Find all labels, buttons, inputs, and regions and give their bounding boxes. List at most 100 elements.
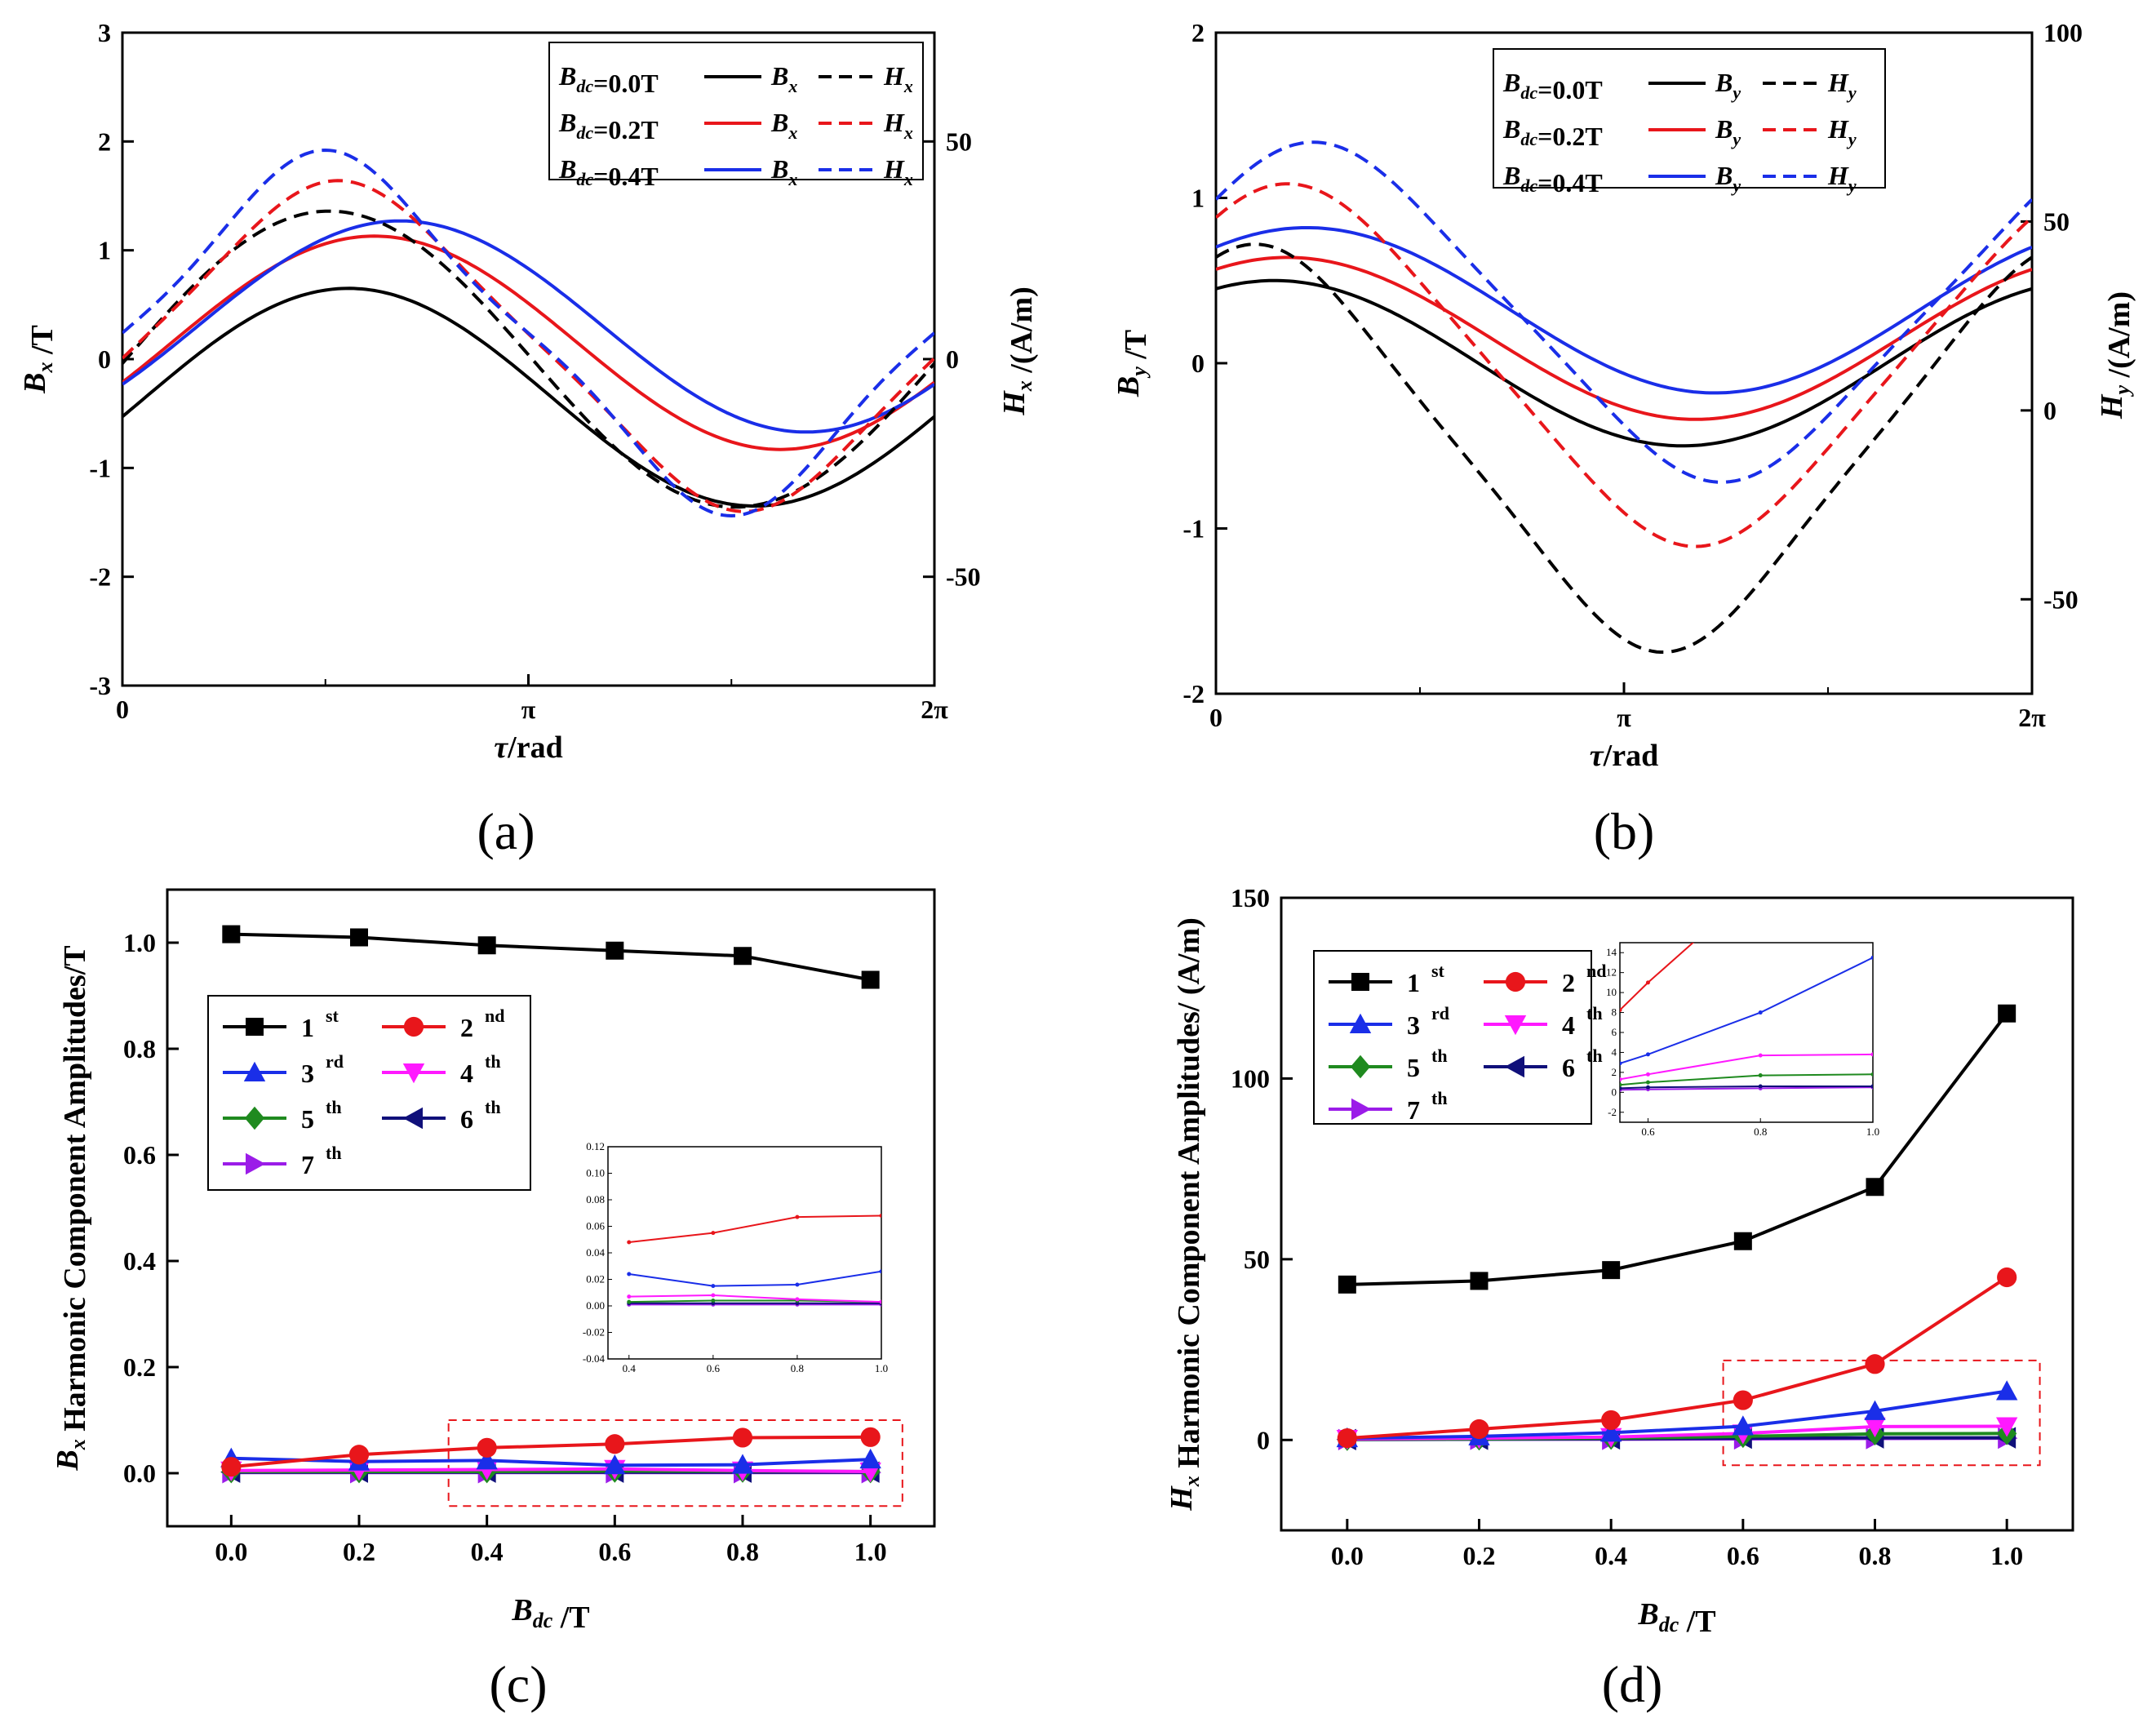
legend-label: Bdc=0.4T	[558, 154, 659, 191]
legend-label: Bdc=0.2T	[1502, 114, 1603, 151]
plot-frame	[1280, 896, 2074, 1532]
data-point	[1338, 1275, 1356, 1294]
legend-label: 5	[1407, 1053, 1420, 1082]
panel-label-b: (b)	[1594, 802, 1655, 860]
inset-point	[627, 1294, 632, 1299]
x-tick-label: 0.6	[598, 1537, 631, 1566]
inset-series-line	[628, 1270, 881, 1287]
y-tick-label: 0.2	[123, 1352, 156, 1382]
data-point	[1732, 1415, 1755, 1436]
inset-x-tick-label: 0.8	[791, 1362, 804, 1374]
data-point	[1866, 1178, 1884, 1197]
legend-label-suffix: th	[485, 1051, 501, 1072]
legend-label-suffix: th	[326, 1097, 342, 1117]
legend-marker	[1505, 971, 1526, 992]
legend-label-suffix: th	[1431, 1088, 1448, 1108]
x-axis-label: Bdc /T	[1637, 1597, 1715, 1639]
legend-marker	[246, 1018, 264, 1036]
legend-label-suffix: th	[1431, 1046, 1448, 1066]
inset-chart: 0.4 0.6 0.8 1.0 0.12 0.10 0.08 0.06 0.04 0.02 0.00…	[583, 1140, 888, 1374]
series-line	[122, 286, 934, 508]
inset-frame	[1619, 942, 1874, 1123]
y-right-axis-label: Hy /(A/m)	[2095, 291, 2136, 420]
inset-point	[1645, 1080, 1650, 1085]
data-point	[1997, 1267, 2017, 1288]
inset-y-tick-label: 2	[1612, 1066, 1617, 1078]
inset-point	[627, 1299, 632, 1304]
legend-marker	[243, 1061, 266, 1081]
panel-a-chart: 0 π 2π 3 2 1 0 -1 -2 -3 50 0 -50 τ/rad Bx /T Hx /(A/m) B…	[18, 18, 1039, 765]
inset-series-line	[1620, 1086, 1873, 1091]
data-point	[1733, 1232, 1752, 1250]
inset-y-tick-label: 10	[1606, 986, 1617, 998]
x-tick-label: 0.0	[1331, 1541, 1364, 1570]
data-point	[606, 941, 624, 960]
inset-y-tick-label: 12	[1606, 966, 1617, 979]
data-point	[1865, 1354, 1885, 1374]
inset-series-line	[1620, 957, 1873, 1064]
data-point	[604, 1454, 626, 1475]
inset-point	[879, 1214, 881, 1218]
series-line	[122, 148, 934, 518]
data-point	[1998, 1004, 2017, 1023]
legend-marker	[1351, 973, 1369, 991]
inset-y-tick-label: 0.04	[586, 1246, 605, 1259]
legend-label-suffix: nd	[1586, 961, 1606, 981]
series-line	[122, 234, 934, 451]
legend-marker	[244, 1106, 265, 1130]
y-left-tick-label: 3	[98, 18, 111, 47]
inset-point	[1620, 1061, 1622, 1066]
legend-dashed-label: Hx	[883, 61, 913, 96]
series-line	[122, 219, 934, 434]
series-line	[231, 1467, 871, 1473]
legend-label-suffix: th	[485, 1097, 501, 1117]
series-line	[1216, 226, 2032, 395]
y-right-tick-label: 0	[946, 344, 959, 374]
inset-curves	[627, 1214, 881, 1307]
legend-marker	[402, 1063, 425, 1084]
x-tick-label: 0.8	[726, 1537, 759, 1566]
inset-x-tick-label: 0.8	[1754, 1126, 1767, 1138]
data-point	[860, 1427, 881, 1447]
inset-point	[1620, 1077, 1622, 1081]
inset-point	[1870, 955, 1873, 960]
y-tick-label: 150	[1231, 883, 1270, 912]
x-tick-label: 2π	[2018, 703, 2046, 732]
data-point	[348, 1445, 370, 1465]
x-tick-label: 0.0	[215, 1537, 247, 1566]
panel-b-chart: 0 π 2π 2 1 0 -1 -2 100 50 0 -50 τ/rad By /T Hy /(A/m) B…	[1111, 18, 2136, 773]
data-point	[1337, 1427, 1357, 1449]
y-left-tick-label: 0	[1191, 349, 1205, 378]
inset-y-tick-label: 8	[1612, 1006, 1617, 1019]
legend-solid-label: By	[1715, 68, 1741, 103]
data-point	[222, 925, 241, 943]
legend-label: 6	[460, 1104, 473, 1134]
legend-box	[1493, 48, 1886, 189]
legend-marker	[402, 1107, 423, 1130]
zoom-region-box	[447, 1419, 903, 1507]
series-line	[1347, 1012, 2008, 1286]
y-tick-label: 0	[1257, 1425, 1270, 1454]
inset-series-line	[1620, 1073, 1873, 1086]
legend-dashed-label: Hy	[1827, 68, 1857, 103]
legend-marker	[246, 1152, 266, 1175]
x-tick-label: 0.4	[471, 1537, 504, 1566]
legend-label: 3	[301, 1059, 314, 1088]
x-tick-label: 0	[116, 695, 129, 724]
series-line	[1216, 278, 2032, 448]
legend-label: Bdc=0.2T	[558, 108, 659, 144]
inset-point	[1645, 1072, 1650, 1077]
legend-label: 7	[301, 1150, 314, 1179]
inset-y-tick-label: 14	[1606, 946, 1617, 958]
inset-point	[1645, 980, 1650, 985]
legend-label-suffix: th	[1586, 1003, 1603, 1023]
series-line	[122, 209, 934, 509]
legend-marker	[1349, 1013, 1372, 1033]
series-line	[1216, 182, 2032, 548]
data-point	[1602, 1261, 1621, 1280]
legend-label: 7	[1407, 1095, 1420, 1125]
inset-y-tick-label: -0.04	[583, 1352, 606, 1365]
inset-y-tick-label: 0.02	[586, 1273, 605, 1285]
series-line	[231, 1435, 871, 1469]
